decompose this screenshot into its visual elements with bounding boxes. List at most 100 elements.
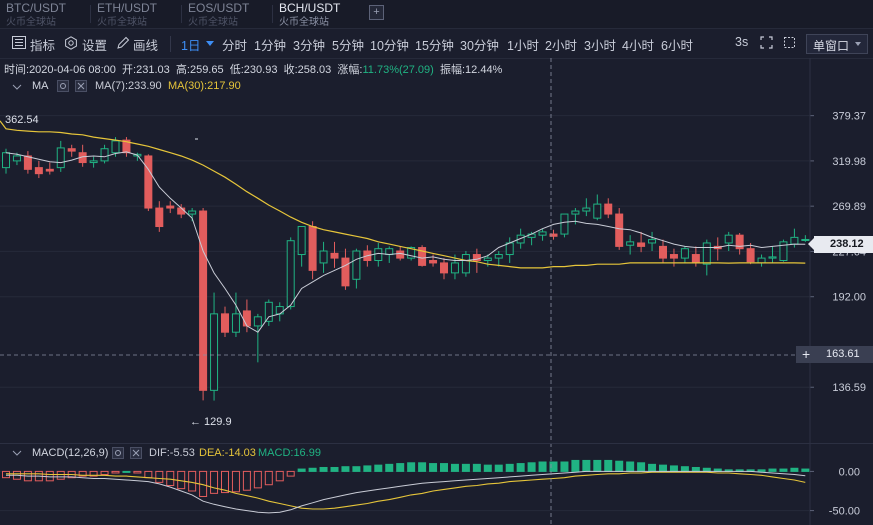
interval-10m[interactable]: 10分钟	[370, 39, 409, 53]
tab-eth-usdt[interactable]: ETH/USDT 火币全球站	[91, 0, 181, 28]
macd-close-icon[interactable]	[130, 447, 142, 459]
candle-body	[56, 147, 65, 169]
candle-body	[768, 256, 777, 259]
candle	[538, 228, 547, 241]
tab-eos-usdt[interactable]: EOS/USDT 火币全球站	[182, 0, 272, 28]
open-value: 231.03	[136, 64, 170, 76]
macd-bar	[78, 470, 87, 477]
ma-settings-icon[interactable]	[57, 80, 69, 92]
macd-bar	[626, 461, 635, 472]
interval-15m[interactable]: 15分钟	[415, 39, 454, 53]
candle	[779, 239, 788, 262]
macd-bar	[516, 463, 525, 472]
macd-bar	[286, 470, 295, 477]
candle-body	[615, 213, 624, 247]
indicator-button[interactable]: 指标	[30, 39, 56, 53]
crosshair-price-tag: + 163.61	[796, 346, 873, 363]
macd-bar	[669, 465, 678, 472]
macd-bar	[494, 464, 503, 472]
interval-6h[interactable]: 6小时	[661, 39, 693, 53]
macd-bar	[122, 470, 131, 473]
chevron-down-icon[interactable]	[206, 41, 214, 46]
interval-2h[interactable]: 2小时	[545, 39, 577, 53]
price-axis: 379.37319.98269.89227.64192.00136.590.00…	[809, 58, 866, 525]
ma-close-icon[interactable]	[75, 80, 87, 92]
candle	[67, 144, 76, 157]
candle-body	[691, 254, 700, 264]
candle-body	[648, 239, 657, 244]
candle-body	[637, 242, 646, 247]
candle-body	[166, 205, 175, 209]
candle-body	[341, 257, 350, 287]
change-value: 11.73%(27.09)	[362, 64, 434, 76]
settings-button[interactable]: 设置	[82, 39, 108, 53]
ma7-legend: MA(7):233.90	[95, 80, 162, 92]
candle	[352, 248, 361, 289]
candle	[593, 194, 602, 221]
interval-1d[interactable]: 1日	[181, 39, 201, 53]
macd-histogram	[2, 459, 810, 497]
tab-exchange: 火币全球站	[279, 17, 329, 28]
macd-bar	[363, 465, 372, 472]
fullscreen-icon[interactable]	[760, 36, 773, 49]
candle	[144, 154, 153, 212]
macd-legend-name: MACD(12,26,9)	[32, 447, 109, 459]
macd-bar	[2, 470, 10, 479]
candle	[166, 201, 175, 214]
tab-btc-usdt[interactable]: BTC/USDT 火币全球站	[0, 0, 90, 28]
macd-bar	[560, 461, 569, 472]
pane-divider[interactable]	[0, 443, 873, 444]
interval-4h[interactable]: 4小时	[622, 39, 654, 53]
tab-divider	[181, 5, 182, 23]
macd-bar	[637, 462, 646, 472]
candle	[56, 140, 65, 172]
tab-exchange: 火币全球站	[188, 17, 238, 28]
candle	[341, 248, 350, 290]
candle-series	[2, 137, 810, 401]
window-mode-select[interactable]: 单窗口	[806, 34, 868, 54]
draw-line-button[interactable]: 画线	[133, 39, 159, 53]
candle-body	[297, 226, 306, 256]
dea-line	[6, 471, 806, 510]
macd-bar	[407, 462, 416, 472]
macd-bar	[801, 468, 810, 472]
refresh-rate-button[interactable]: 3s	[735, 35, 749, 49]
dea-legend: DEA:-14.03	[199, 447, 256, 459]
macd-bar	[691, 466, 700, 472]
crosshair-price: 163.61	[826, 348, 860, 360]
interval-3h[interactable]: 3小时	[584, 39, 616, 53]
candle-body	[122, 139, 131, 154]
price-tick-label: 319.98	[832, 156, 866, 168]
amplitude-label: 振幅:	[439, 64, 466, 76]
macd-bar	[615, 460, 624, 472]
screenshot-icon[interactable]	[783, 36, 796, 49]
interval-1h[interactable]: 1小时	[507, 39, 539, 53]
price-tick-label: 192.00	[832, 292, 866, 304]
macd-bar	[385, 463, 394, 472]
tab-bch-usdt[interactable]: BCH/USDT 火币全球站	[273, 0, 363, 28]
add-tab-button[interactable]: +	[369, 5, 384, 20]
collapse-macd-icon[interactable]	[12, 450, 22, 457]
crosshair-plus-icon: +	[802, 346, 811, 362]
interval-timeline[interactable]: 分时	[222, 39, 248, 53]
macd-bar	[604, 459, 613, 472]
interval-5m[interactable]: 5分钟	[332, 39, 364, 53]
interval-3m[interactable]: 3分钟	[293, 39, 325, 53]
candle-body	[702, 242, 711, 265]
price-tick-label: 136.59	[832, 382, 866, 394]
candle	[122, 137, 131, 157]
macd-bar	[538, 461, 547, 472]
macd-settings-icon[interactable]	[112, 447, 124, 459]
macd-bar	[374, 464, 383, 472]
candle-body	[669, 254, 678, 259]
candle-body	[735, 234, 744, 250]
interval-1m[interactable]: 1分钟	[254, 39, 286, 53]
macd-bar	[210, 470, 219, 494]
high-label: 高:	[175, 64, 190, 76]
collapse-ma-icon[interactable]	[12, 84, 22, 91]
amplitude-value: 12.44%	[465, 64, 503, 76]
candle	[494, 251, 503, 267]
candle-body	[210, 313, 219, 391]
interval-30m[interactable]: 30分钟	[460, 39, 499, 53]
